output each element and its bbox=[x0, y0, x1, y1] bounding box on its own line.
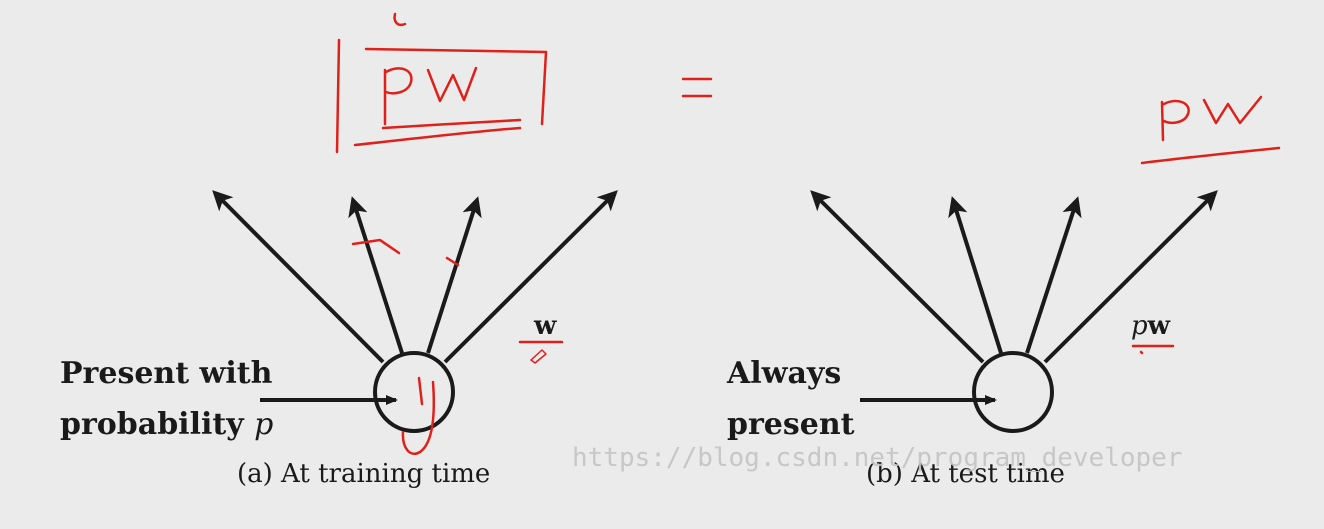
panel-b-input-arrowhead bbox=[985, 395, 997, 405]
panel-b-weight-label: pw bbox=[1131, 311, 1171, 341]
panel-a-arrow-2 bbox=[348, 196, 404, 354]
panel-a: Present with probability p w (a) At trai… bbox=[60, 190, 618, 489]
panel-b-label-line1: Always bbox=[726, 356, 841, 391]
panel-a-label-line1: Present with bbox=[60, 356, 273, 391]
annotation-boxed-w bbox=[426, 66, 478, 103]
panel-b-neuron bbox=[972, 351, 1054, 433]
annotation-underline-short bbox=[381, 118, 522, 130]
annotation-tick-top bbox=[393, 12, 407, 27]
watermark: https://blog.csdn.net/program_developer bbox=[572, 443, 1182, 473]
panel-a-label-line2: probability p bbox=[60, 407, 273, 442]
panel-a-weight-label: w bbox=[533, 311, 557, 341]
panel-a-arrow-3 bbox=[426, 196, 482, 354]
annotation-pw-dot bbox=[1139, 350, 1144, 355]
annotation-neuron-y bbox=[401, 376, 436, 455]
panel-b-arrow-3 bbox=[1025, 196, 1082, 354]
annotation-boxed-p bbox=[383, 67, 413, 126]
panel-a-arrow-4 bbox=[443, 190, 618, 364]
panel-b-caption: (b) At test time bbox=[866, 459, 1065, 489]
panel-a-caption: (a) At training time bbox=[237, 459, 490, 489]
annotation-underline-box bbox=[353, 126, 522, 147]
annotation-box-right bbox=[540, 50, 548, 126]
annotation-overline bbox=[364, 47, 548, 54]
annotation-drop-mark-2 bbox=[445, 256, 460, 267]
panel-a-output-arrows bbox=[212, 190, 618, 364]
panel-b-weight-bold: w bbox=[1147, 311, 1171, 341]
annotation-cursor-mark bbox=[530, 349, 547, 364]
handwritten-annotations bbox=[335, 12, 1281, 455]
panel-b-label-line2: present bbox=[727, 407, 855, 442]
panel-a-arrow-1 bbox=[212, 190, 385, 364]
panel-b-output-arrows bbox=[810, 190, 1218, 364]
panel-b-arrow-1 bbox=[810, 190, 985, 364]
annotation-drop-mark-1 bbox=[351, 238, 401, 255]
annotation-bracket-left bbox=[335, 38, 341, 154]
annotation-right-w bbox=[1202, 95, 1263, 125]
panel-a-label-line2-prefix: probability bbox=[60, 407, 254, 442]
panel-b-arrow-4 bbox=[1043, 190, 1218, 364]
panel-b: Always present pw (b) At test time bbox=[726, 190, 1218, 489]
annotation-right-underline bbox=[1140, 146, 1281, 165]
panel-b-weight-var: p bbox=[1131, 311, 1148, 341]
panel-b-arrow-2 bbox=[948, 196, 1003, 354]
panel-a-probability-var: p bbox=[254, 407, 273, 442]
annotation-right-p bbox=[1160, 99, 1190, 142]
annotation-equals-sign bbox=[681, 77, 713, 98]
panel-a-neuron bbox=[373, 351, 455, 433]
panel-a-input-arrowhead bbox=[386, 395, 398, 405]
